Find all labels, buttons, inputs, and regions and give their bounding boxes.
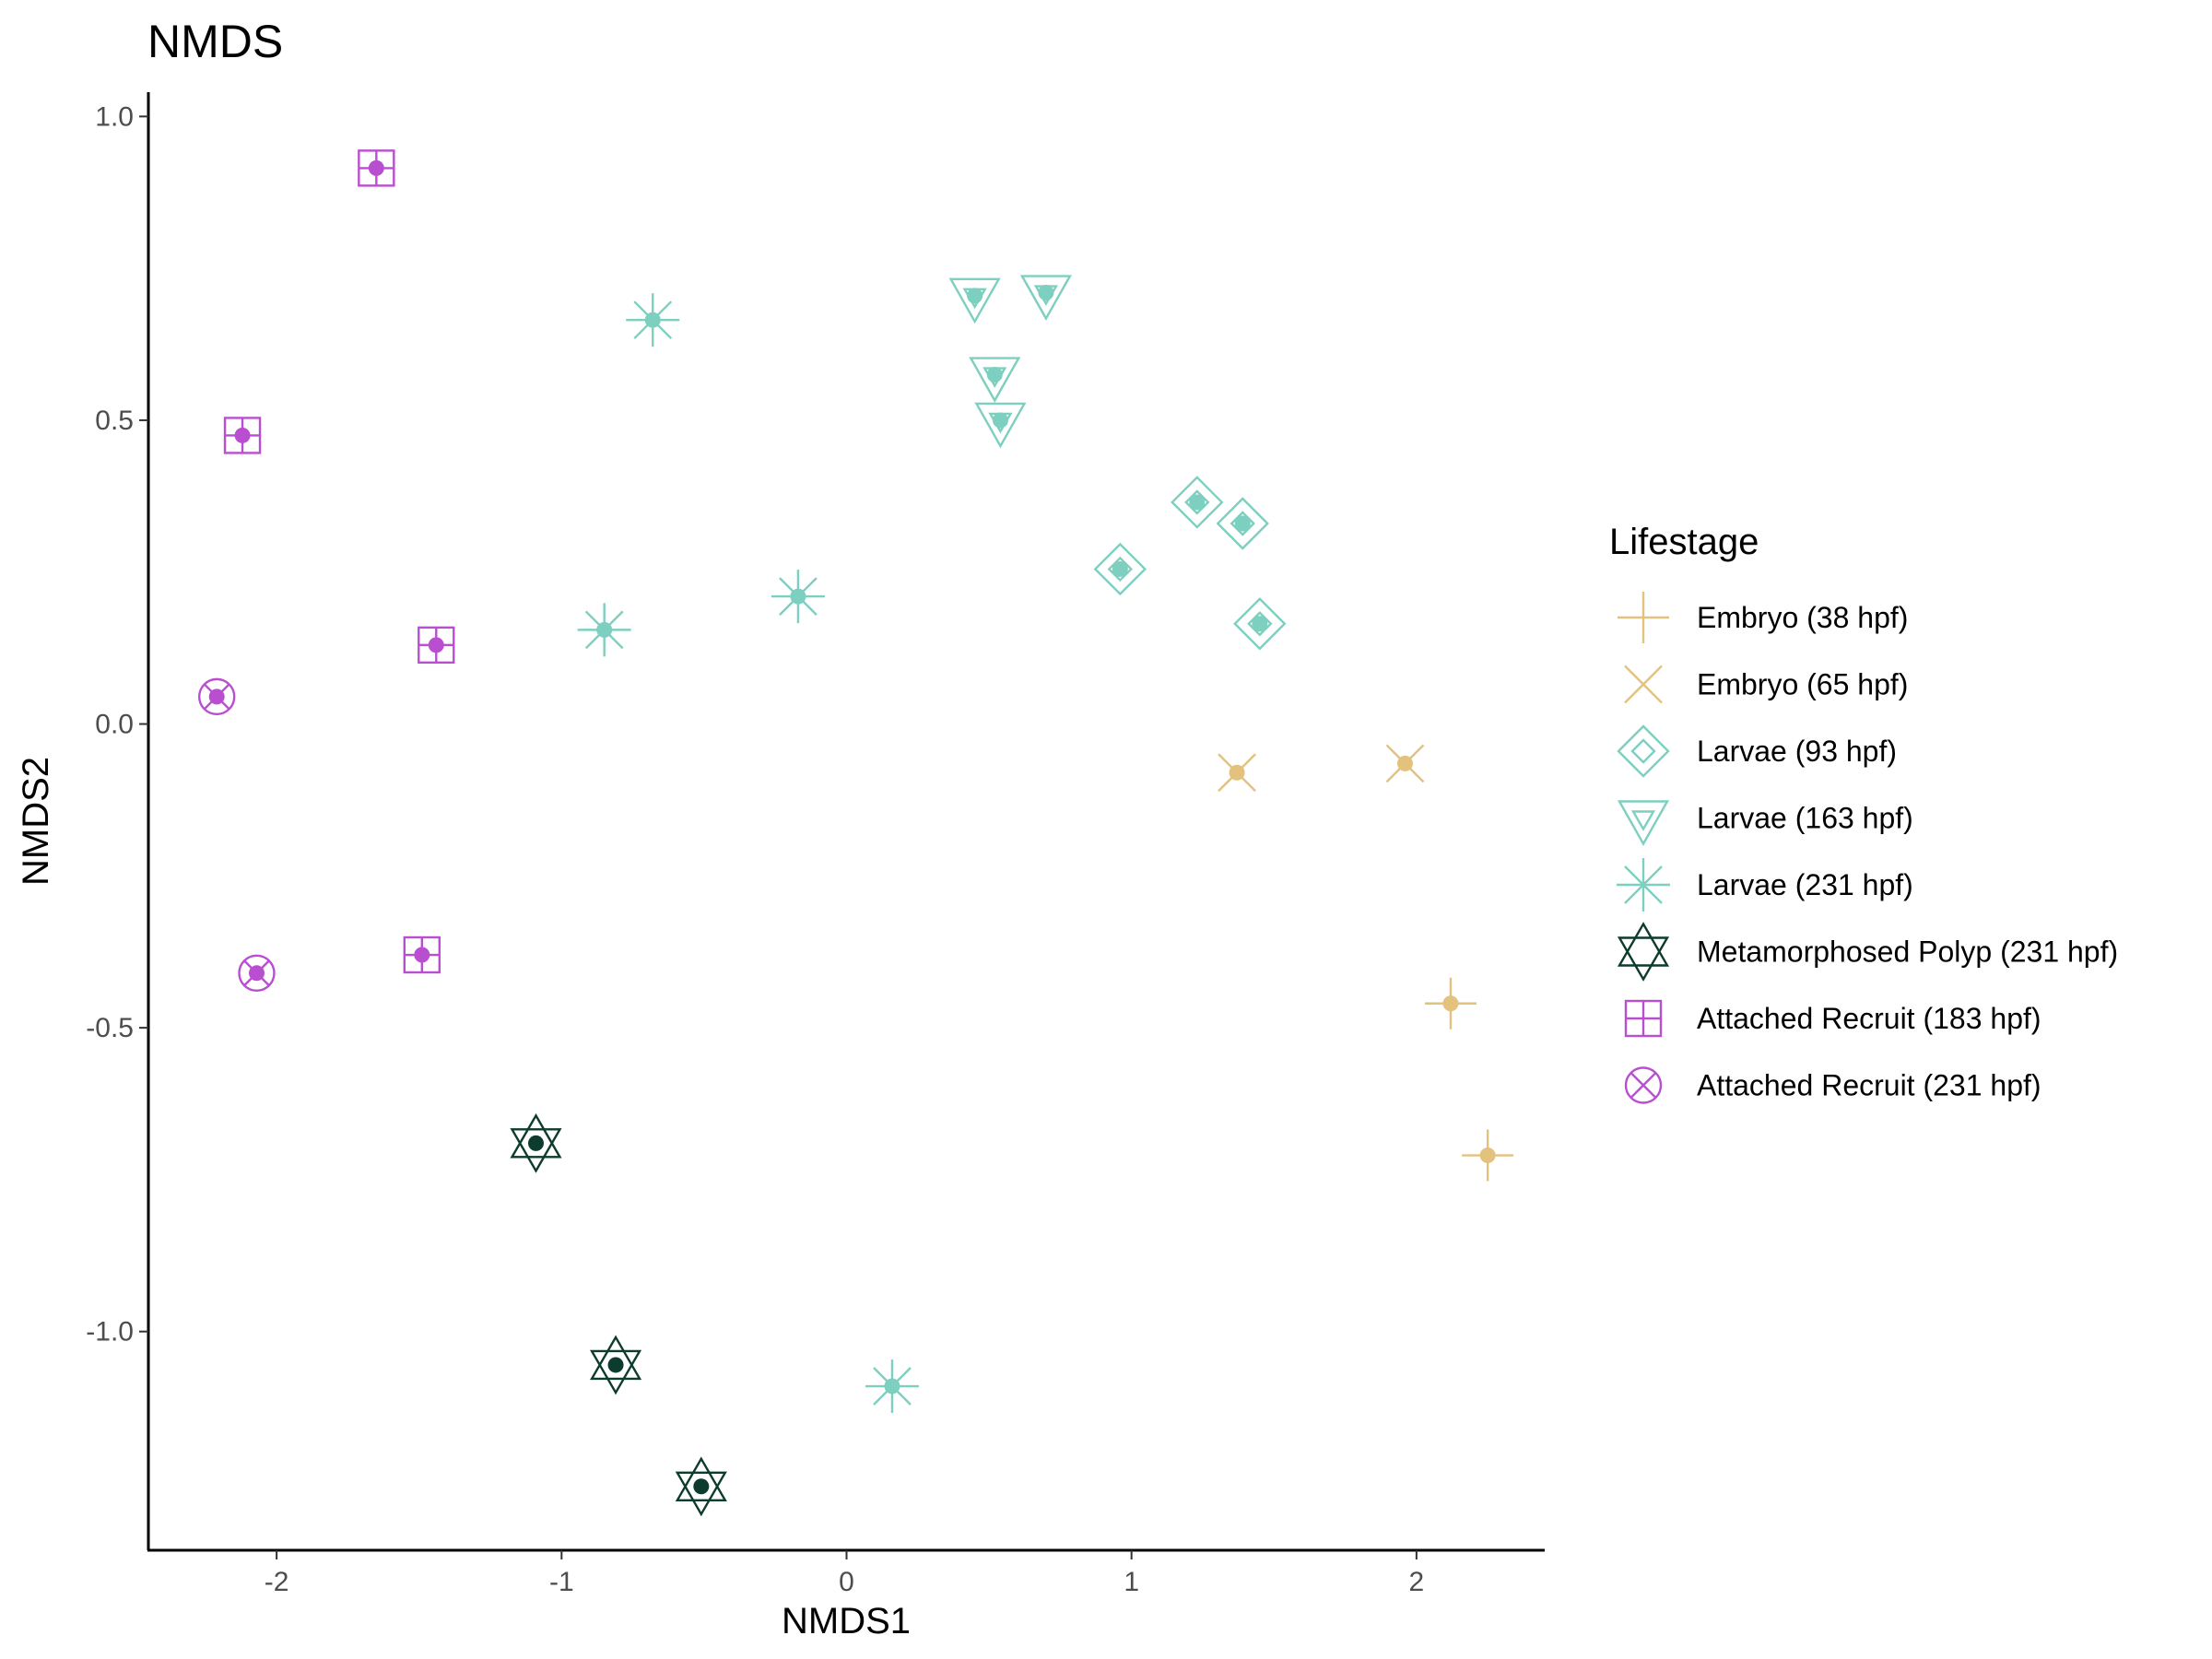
legend-item: Larvae (231 hpf) bbox=[1617, 858, 1913, 912]
legend-item: Metamorphosed Polyp (231 hpf) bbox=[1617, 922, 2118, 982]
legend-label: Attached Recruit (183 hpf) bbox=[1697, 1002, 2041, 1035]
data-point bbox=[1019, 275, 1072, 321]
x-tick-label: 1 bbox=[1124, 1567, 1139, 1597]
legend-key bbox=[1617, 858, 1670, 912]
legend-item: Attached Recruit (231 hpf) bbox=[1624, 1066, 2041, 1104]
plot-area bbox=[198, 149, 1514, 1517]
x-axis-title: NMDS1 bbox=[782, 1601, 911, 1641]
y-tick-label: -1.0 bbox=[86, 1317, 134, 1347]
legend-item: Embryo (65 hpf) bbox=[1624, 665, 1908, 704]
data-point bbox=[675, 1456, 727, 1517]
y-axis-ticks: -1.0 -0.5 0.0 0.5 1.0 bbox=[86, 101, 148, 1347]
legend-key bbox=[1624, 999, 1663, 1038]
legend-label: Metamorphosed Polyp (231 hpf) bbox=[1697, 935, 2118, 969]
data-point bbox=[238, 954, 276, 992]
legend-key bbox=[1624, 665, 1663, 704]
series-0 bbox=[1424, 977, 1514, 1182]
x-tick-label: -2 bbox=[265, 1567, 289, 1597]
data-point bbox=[577, 603, 631, 657]
legend-key bbox=[1618, 592, 1669, 643]
x-tick-label: 2 bbox=[1409, 1567, 1425, 1597]
legend: Lifestage Embryo (38 hpf) Embryo (65 hpf)… bbox=[1609, 522, 2118, 1104]
legend-item: Embryo (38 hpf) bbox=[1618, 592, 1908, 643]
y-tick-label: 0.0 bbox=[95, 710, 134, 740]
data-point bbox=[590, 1335, 642, 1395]
legend-item: Larvae (163 hpf) bbox=[1617, 800, 1913, 846]
y-tick-label: -0.5 bbox=[86, 1013, 134, 1043]
legend-key bbox=[1617, 922, 1670, 982]
y-tick-label: 1.0 bbox=[95, 101, 134, 132]
data-point bbox=[1218, 753, 1256, 793]
series-1 bbox=[1218, 744, 1425, 793]
data-point bbox=[974, 402, 1027, 449]
data-point bbox=[1424, 977, 1477, 1030]
legend-label: Attached Recruit (231 hpf) bbox=[1697, 1069, 2041, 1102]
chart-title: NMDS bbox=[147, 16, 283, 67]
data-point bbox=[865, 1359, 919, 1414]
data-point bbox=[223, 417, 262, 454]
data-point bbox=[1216, 497, 1269, 550]
legend-label: Embryo (38 hpf) bbox=[1697, 601, 1908, 634]
series-6 bbox=[223, 149, 455, 974]
legend-label: Larvae (93 hpf) bbox=[1697, 735, 1897, 768]
data-point bbox=[1385, 744, 1425, 783]
data-point bbox=[403, 935, 441, 974]
y-axis-title: NMDS2 bbox=[16, 757, 56, 886]
data-point bbox=[771, 570, 825, 624]
legend-key bbox=[1617, 800, 1670, 846]
series-3 bbox=[948, 275, 1072, 449]
series-7 bbox=[198, 677, 276, 992]
y-tick-label: 0.5 bbox=[95, 406, 134, 436]
legend-title: Lifestage bbox=[1609, 522, 1759, 562]
legend-key bbox=[1624, 1066, 1663, 1104]
data-point bbox=[626, 293, 680, 347]
data-point bbox=[198, 677, 236, 716]
legend-label: Embryo (65 hpf) bbox=[1697, 668, 1908, 701]
series-4 bbox=[577, 293, 919, 1414]
data-point bbox=[1171, 476, 1224, 529]
x-axis-ticks: -2 -1 0 1 2 bbox=[265, 1550, 1424, 1597]
x-tick-label: -1 bbox=[549, 1567, 574, 1597]
legend-label: Larvae (163 hpf) bbox=[1697, 802, 1913, 835]
data-point bbox=[969, 357, 1021, 403]
data-point bbox=[418, 626, 455, 665]
data-point bbox=[1233, 597, 1287, 651]
data-point bbox=[358, 149, 395, 187]
data-point bbox=[948, 277, 1001, 324]
data-point bbox=[510, 1112, 562, 1173]
legend-label: Larvae (231 hpf) bbox=[1697, 868, 1913, 901]
series-2 bbox=[1093, 476, 1287, 651]
data-point bbox=[1093, 542, 1147, 596]
series-5 bbox=[510, 1112, 727, 1517]
legend-item: Larvae (93 hpf) bbox=[1617, 724, 1897, 778]
data-point bbox=[1462, 1129, 1514, 1182]
legend-item: Attached Recruit (183 hpf) bbox=[1624, 999, 2041, 1038]
legend-key bbox=[1617, 724, 1670, 778]
x-tick-label: 0 bbox=[839, 1567, 854, 1597]
